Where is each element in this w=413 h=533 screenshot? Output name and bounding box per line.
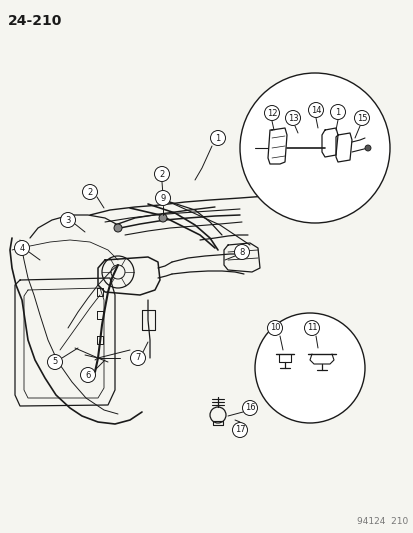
Circle shape xyxy=(130,351,145,366)
Circle shape xyxy=(304,320,319,335)
Circle shape xyxy=(267,320,282,335)
Circle shape xyxy=(80,367,95,383)
Circle shape xyxy=(155,190,170,206)
Text: 3: 3 xyxy=(65,215,71,224)
Text: 2: 2 xyxy=(87,188,93,197)
Circle shape xyxy=(264,106,279,120)
Text: 17: 17 xyxy=(234,425,245,434)
Circle shape xyxy=(60,213,75,228)
Text: 16: 16 xyxy=(244,403,255,413)
Circle shape xyxy=(254,313,364,423)
Circle shape xyxy=(154,166,169,182)
Text: 8: 8 xyxy=(239,247,244,256)
Circle shape xyxy=(82,184,97,199)
Text: 13: 13 xyxy=(287,114,298,123)
Circle shape xyxy=(47,354,62,369)
Circle shape xyxy=(354,110,369,125)
Text: 5: 5 xyxy=(52,358,57,367)
Circle shape xyxy=(285,110,300,125)
Circle shape xyxy=(159,214,166,222)
Circle shape xyxy=(242,400,257,416)
Text: 1: 1 xyxy=(215,133,220,142)
Text: 10: 10 xyxy=(269,324,280,333)
Circle shape xyxy=(364,145,370,151)
Text: 4: 4 xyxy=(19,244,24,253)
Text: 94124  210: 94124 210 xyxy=(356,517,407,526)
Text: 7: 7 xyxy=(135,353,140,362)
Circle shape xyxy=(308,102,323,117)
Circle shape xyxy=(330,104,345,119)
Text: 9: 9 xyxy=(160,193,165,203)
Text: 15: 15 xyxy=(356,114,366,123)
Circle shape xyxy=(14,240,29,255)
Text: 24-210: 24-210 xyxy=(8,14,62,28)
Text: 2: 2 xyxy=(159,169,164,179)
Circle shape xyxy=(232,423,247,438)
Text: 11: 11 xyxy=(306,324,316,333)
Circle shape xyxy=(114,224,122,232)
Text: 14: 14 xyxy=(310,106,320,115)
Circle shape xyxy=(240,73,389,223)
Circle shape xyxy=(210,131,225,146)
Circle shape xyxy=(234,245,249,260)
Text: 1: 1 xyxy=(335,108,340,117)
Text: 12: 12 xyxy=(266,109,277,117)
Text: 6: 6 xyxy=(85,370,90,379)
